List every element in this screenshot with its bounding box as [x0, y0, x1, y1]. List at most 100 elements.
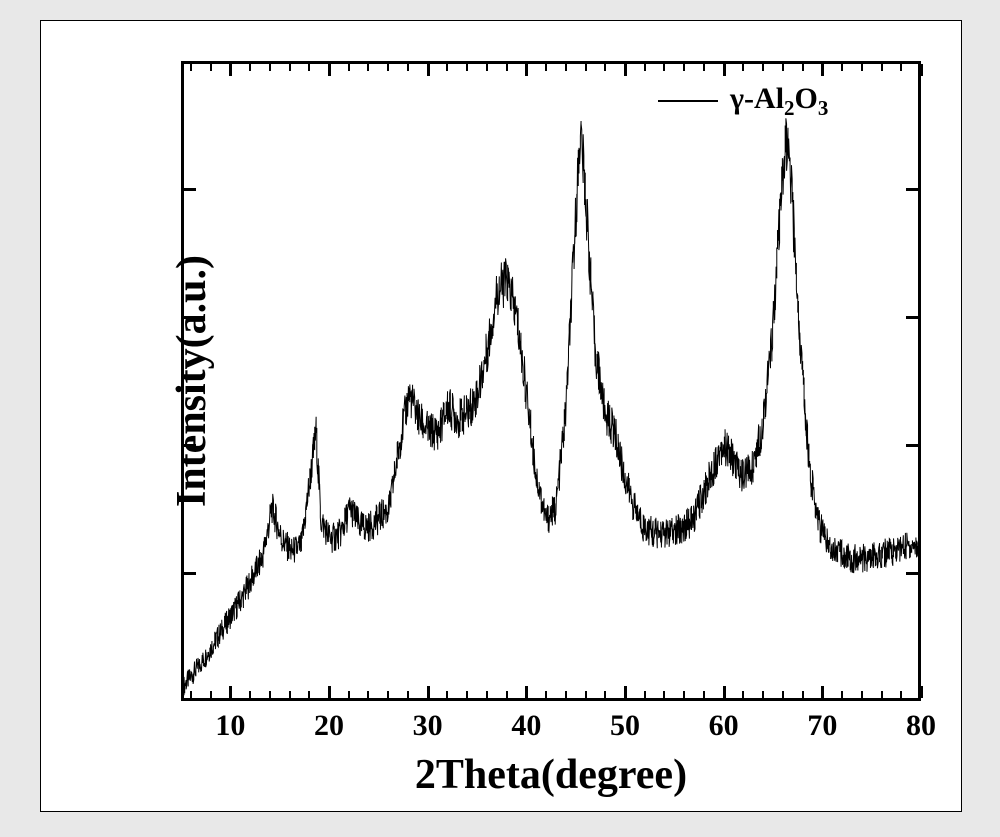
- x-minor-tick: [663, 691, 665, 698]
- x-major-tick: [624, 64, 627, 76]
- y-tick: [906, 188, 918, 191]
- x-minor-tick: [210, 64, 212, 71]
- x-minor-tick: [881, 691, 883, 698]
- y-tick: [184, 572, 196, 575]
- x-minor-tick: [446, 64, 448, 71]
- x-minor-tick: [486, 64, 488, 71]
- x-tick-label: 60: [709, 709, 739, 743]
- x-minor-tick: [900, 64, 902, 71]
- x-minor-tick: [545, 64, 547, 71]
- x-minor-tick: [802, 64, 804, 71]
- x-major-tick: [328, 64, 331, 76]
- x-minor-tick: [644, 64, 646, 71]
- x-minor-tick: [742, 691, 744, 698]
- x-minor-tick: [683, 691, 685, 698]
- x-major-tick: [525, 686, 528, 698]
- x-minor-tick: [190, 64, 192, 71]
- x-tick-label: 20: [314, 709, 344, 743]
- x-minor-tick: [841, 64, 843, 71]
- x-major-tick: [624, 686, 627, 698]
- x-minor-tick: [545, 691, 547, 698]
- x-minor-tick: [565, 64, 567, 71]
- x-minor-tick: [269, 691, 271, 698]
- legend-sample-line: [658, 100, 718, 102]
- y-tick: [184, 188, 196, 191]
- x-major-tick: [427, 686, 430, 698]
- x-minor-tick: [289, 691, 291, 698]
- x-minor-tick: [900, 691, 902, 698]
- y-tick: [906, 572, 918, 575]
- x-tick-label: 40: [511, 709, 541, 743]
- x-tick-label: 30: [413, 709, 443, 743]
- x-minor-tick: [604, 64, 606, 71]
- x-major-tick: [920, 64, 923, 76]
- x-minor-tick: [466, 691, 468, 698]
- x-major-tick: [821, 686, 824, 698]
- x-major-tick: [525, 64, 528, 76]
- x-minor-tick: [703, 64, 705, 71]
- xrd-svg: [184, 64, 918, 698]
- x-minor-tick: [604, 691, 606, 698]
- x-minor-tick: [782, 64, 784, 71]
- x-minor-tick: [703, 691, 705, 698]
- x-minor-tick: [308, 691, 310, 698]
- x-minor-tick: [663, 64, 665, 71]
- x-minor-tick: [506, 691, 508, 698]
- x-tick-label: 70: [807, 709, 837, 743]
- x-minor-tick: [565, 691, 567, 698]
- x-minor-tick: [367, 691, 369, 698]
- x-major-tick: [920, 686, 923, 698]
- x-tick-label: 50: [610, 709, 640, 743]
- x-minor-tick: [466, 64, 468, 71]
- x-minor-tick: [506, 64, 508, 71]
- x-minor-tick: [486, 691, 488, 698]
- x-major-tick: [723, 64, 726, 76]
- x-major-tick: [328, 686, 331, 698]
- xrd-figure: γ-Al2O3 Intensity(a.u.) 2Theta(degree) 1…: [40, 20, 962, 812]
- x-major-tick: [229, 64, 232, 76]
- x-minor-tick: [782, 691, 784, 698]
- x-minor-tick: [742, 64, 744, 71]
- x-minor-tick: [308, 64, 310, 71]
- x-minor-tick: [861, 64, 863, 71]
- x-minor-tick: [190, 691, 192, 698]
- x-minor-tick: [585, 691, 587, 698]
- x-minor-tick: [881, 64, 883, 71]
- x-minor-tick: [585, 64, 587, 71]
- x-minor-tick: [762, 64, 764, 71]
- x-tick-label: 10: [215, 709, 245, 743]
- x-minor-tick: [348, 691, 350, 698]
- x-minor-tick: [407, 64, 409, 71]
- y-tick: [906, 444, 918, 447]
- y-axis-label: Intensity(a.u.): [168, 255, 216, 507]
- y-tick: [184, 444, 196, 447]
- x-minor-tick: [861, 691, 863, 698]
- legend-label: γ-Al2O3: [730, 82, 828, 121]
- x-major-tick: [821, 64, 824, 76]
- x-major-tick: [723, 686, 726, 698]
- x-minor-tick: [762, 691, 764, 698]
- x-minor-tick: [644, 691, 646, 698]
- x-tick-label: 80: [906, 709, 936, 743]
- x-minor-tick: [367, 64, 369, 71]
- x-minor-tick: [348, 64, 350, 71]
- x-minor-tick: [407, 691, 409, 698]
- x-major-tick: [229, 686, 232, 698]
- x-minor-tick: [683, 64, 685, 71]
- x-minor-tick: [387, 691, 389, 698]
- x-minor-tick: [249, 64, 251, 71]
- x-minor-tick: [387, 64, 389, 71]
- y-tick: [906, 316, 918, 319]
- x-minor-tick: [841, 691, 843, 698]
- x-minor-tick: [446, 691, 448, 698]
- x-minor-tick: [289, 64, 291, 71]
- plot-area: γ-Al2O3: [181, 61, 921, 701]
- y-tick: [184, 316, 196, 319]
- x-minor-tick: [249, 691, 251, 698]
- legend: γ-Al2O3: [688, 82, 888, 122]
- x-minor-tick: [802, 691, 804, 698]
- x-minor-tick: [269, 64, 271, 71]
- x-major-tick: [427, 64, 430, 76]
- x-minor-tick: [210, 691, 212, 698]
- x-axis-label: 2Theta(degree): [181, 751, 921, 799]
